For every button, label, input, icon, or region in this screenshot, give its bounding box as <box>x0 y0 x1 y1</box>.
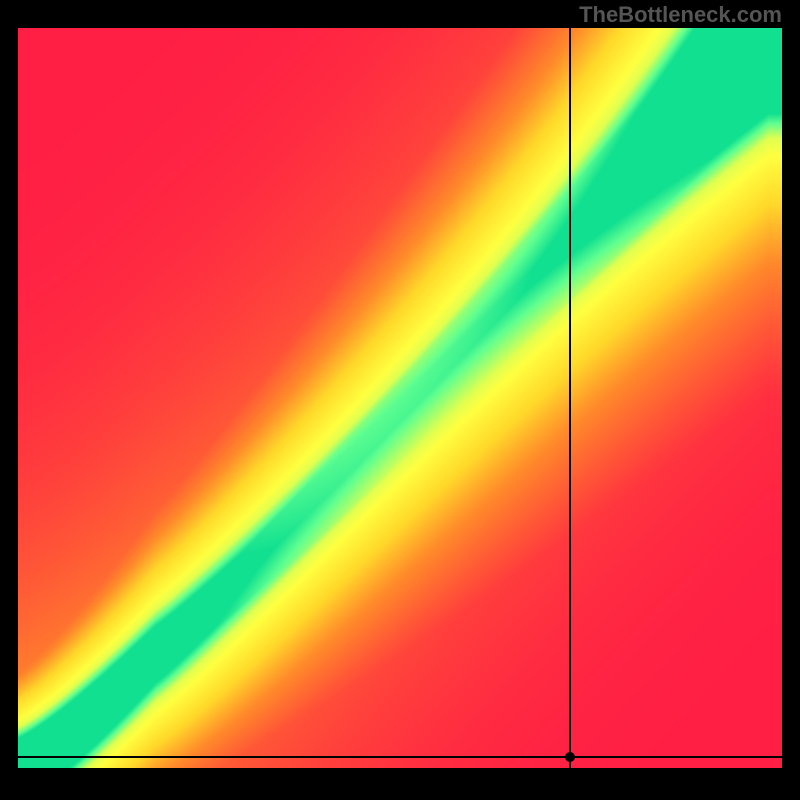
crosshair-horizontal <box>18 756 782 758</box>
heatmap-canvas <box>18 28 782 768</box>
plot-area <box>18 28 782 768</box>
crosshair-vertical <box>569 28 571 768</box>
crosshair-point <box>565 752 575 762</box>
site-title: TheBottleneck.com <box>579 2 782 28</box>
